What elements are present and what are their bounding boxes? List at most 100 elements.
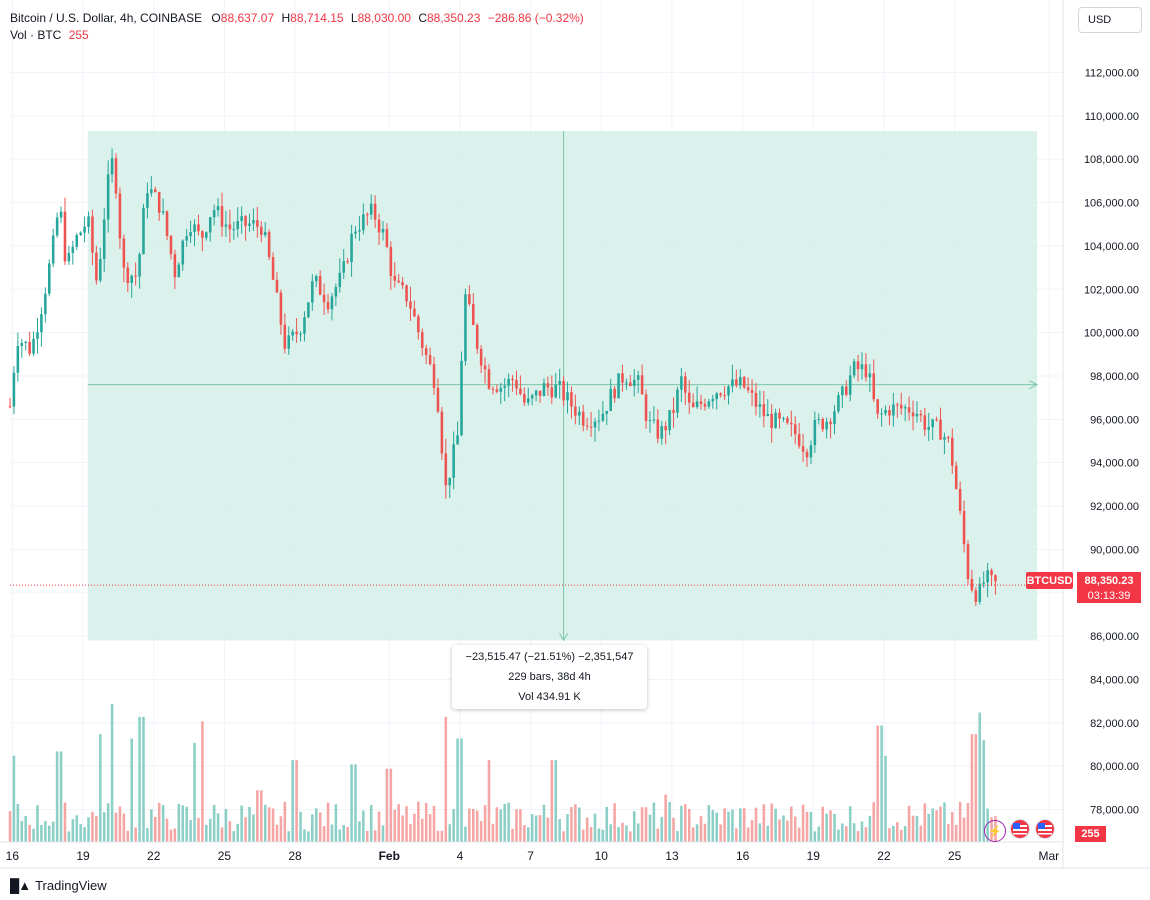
volume-bar <box>464 826 467 842</box>
volume-bar <box>248 806 251 842</box>
candle-body <box>244 216 247 226</box>
volume-bar <box>758 823 762 842</box>
candle-body <box>526 398 530 403</box>
volume-bar <box>542 804 546 842</box>
candle-body <box>617 373 620 399</box>
volume-bar <box>585 817 589 842</box>
candle-body <box>943 437 946 440</box>
currency-button[interactable]: USD <box>1078 7 1142 33</box>
volume-bar <box>295 760 298 842</box>
volume-bar <box>491 823 495 842</box>
volume-bar <box>735 828 738 842</box>
volume-bar <box>236 823 239 842</box>
volume-bar <box>503 803 506 842</box>
price-tick-label: 96,000.00 <box>1090 414 1139 426</box>
candle-body <box>87 216 90 227</box>
candle-body <box>287 335 291 349</box>
volume-bar <box>566 814 569 842</box>
volume-bar <box>935 810 938 842</box>
price-tick-label: 82,000.00 <box>1090 718 1139 730</box>
price-tick-label: 102,000.00 <box>1084 284 1139 296</box>
volume-bar <box>797 827 801 842</box>
volume-bar <box>970 734 974 842</box>
volume-bar <box>334 804 338 842</box>
candle-body <box>169 235 173 255</box>
time-tick-label: 7 <box>527 849 534 863</box>
volume-bar <box>428 814 432 842</box>
candle-body <box>691 402 695 408</box>
candle-body <box>574 406 577 416</box>
volume-bar <box>856 831 860 842</box>
candle-body <box>483 365 487 370</box>
candle-body <box>750 390 754 393</box>
candle-body <box>393 276 397 281</box>
time-tick-label: Feb <box>379 849 400 863</box>
volume-bar <box>519 809 522 842</box>
volume-bar <box>417 801 420 842</box>
candle-body <box>114 158 118 194</box>
candle-body <box>523 393 526 403</box>
candle-body <box>330 296 334 310</box>
us-flag-calendar-icon[interactable] <box>1010 819 1030 839</box>
candle-body <box>503 385 506 388</box>
volume-bar <box>837 829 840 842</box>
candle-body <box>185 236 188 241</box>
volume-bar <box>958 801 962 842</box>
candle-body <box>974 590 978 602</box>
volume-bar <box>201 721 204 842</box>
tradingview-logo[interactable]: █▲ TradingView <box>10 878 107 893</box>
volume-bar <box>110 704 114 842</box>
volume-bar <box>947 824 950 842</box>
volume-bar <box>632 811 636 842</box>
volume-bar <box>652 802 656 842</box>
tradingview-wordmark: TradingView <box>35 878 107 893</box>
volume-bar <box>358 821 361 842</box>
volume-bar <box>362 810 365 842</box>
volume-bar <box>825 813 828 842</box>
candle-body <box>907 407 911 413</box>
lightning-icon[interactable]: ⚡ <box>984 820 1006 842</box>
volume-bar <box>860 821 864 842</box>
candle-body <box>676 389 679 413</box>
volume-bar <box>405 806 408 842</box>
volume-bar <box>256 790 259 842</box>
volume-bar <box>102 812 106 842</box>
candle-body <box>197 224 200 232</box>
volume-bar <box>216 813 220 842</box>
candle-body <box>978 583 982 602</box>
volume-bar <box>138 716 141 842</box>
high-value: 88,714.15 <box>290 11 344 25</box>
candle-body <box>727 386 730 396</box>
candle-body <box>366 214 369 216</box>
symbol-description[interactable]: Bitcoin / U.S. Dollar, 4h, COINBASE <box>10 11 203 25</box>
candle-body <box>130 275 133 283</box>
volume-bar <box>546 817 550 842</box>
candle-body <box>40 314 43 333</box>
candle-body <box>385 229 389 248</box>
candle-body <box>927 427 931 430</box>
volume-bar <box>907 805 911 842</box>
candle-body <box>872 373 876 400</box>
volume-bar <box>762 804 766 842</box>
candle-body <box>354 231 357 234</box>
volume-bar <box>723 808 726 842</box>
volume-bar <box>805 811 809 842</box>
volume-bar <box>342 824 346 842</box>
volume-bar <box>801 804 805 842</box>
volume-bar <box>354 764 357 842</box>
us-flag-event-icon[interactable] <box>1035 819 1055 839</box>
candle-body <box>36 332 39 339</box>
price-tick-label: 112,000.00 <box>1085 68 1139 80</box>
time-tick-label: 22 <box>147 849 161 863</box>
volume-bar <box>228 821 232 842</box>
candle-body <box>201 231 204 238</box>
candle-body <box>762 404 766 417</box>
volume-label[interactable]: Vol · BTC <box>10 28 62 42</box>
candle-body <box>970 579 974 591</box>
candle-body <box>554 384 558 398</box>
volume-bar <box>629 831 632 842</box>
symbol-price-tag: BTCUSD <box>1026 572 1073 589</box>
volume-bar <box>625 825 628 842</box>
candle-body <box>275 279 279 293</box>
